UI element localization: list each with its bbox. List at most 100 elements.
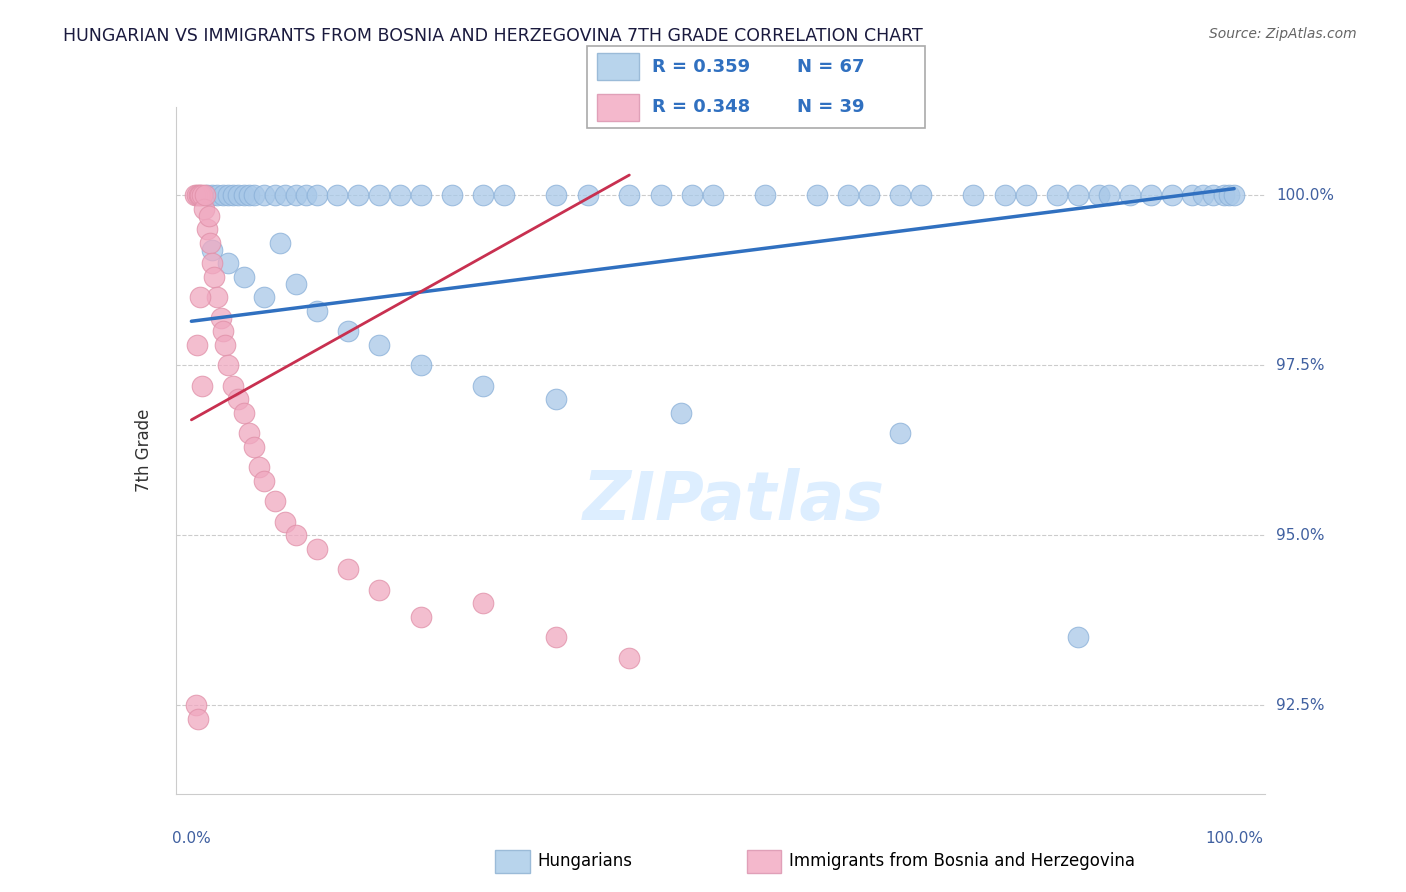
Text: 100.0%: 100.0% xyxy=(1275,188,1334,203)
Point xyxy=(195,222,218,236)
Text: 95.0%: 95.0% xyxy=(1275,528,1324,543)
Point xyxy=(1046,188,1069,202)
Point xyxy=(211,188,233,202)
Point xyxy=(232,406,254,420)
Point xyxy=(1014,188,1036,202)
Point xyxy=(183,188,205,202)
Point xyxy=(198,209,221,223)
Point xyxy=(576,188,599,202)
Point xyxy=(243,440,266,454)
Point xyxy=(214,338,236,352)
Point xyxy=(201,188,224,202)
Text: 100.0%: 100.0% xyxy=(1205,831,1263,847)
Point xyxy=(274,515,297,529)
Point xyxy=(211,325,233,339)
Point xyxy=(754,188,776,202)
Point xyxy=(193,202,215,216)
Point xyxy=(263,188,285,202)
Point xyxy=(263,494,285,508)
Point xyxy=(232,270,254,285)
Point xyxy=(217,188,239,202)
Point xyxy=(226,392,249,407)
Point xyxy=(368,338,391,352)
Point xyxy=(650,188,672,202)
Text: 97.5%: 97.5% xyxy=(1275,358,1324,373)
Point xyxy=(472,379,495,393)
Point xyxy=(201,256,224,270)
Point xyxy=(305,188,328,202)
Text: R = 0.359: R = 0.359 xyxy=(652,58,751,76)
Point xyxy=(247,460,270,475)
Point xyxy=(253,290,276,304)
Point xyxy=(207,290,229,304)
Point xyxy=(202,270,225,285)
Point xyxy=(494,188,516,202)
Point xyxy=(336,562,359,576)
Point xyxy=(305,304,328,318)
Point xyxy=(837,188,859,202)
Point xyxy=(232,188,254,202)
Point xyxy=(409,359,432,373)
Point xyxy=(1160,188,1182,202)
Point xyxy=(222,188,245,202)
Text: Source: ZipAtlas.com: Source: ZipAtlas.com xyxy=(1209,27,1357,41)
Point xyxy=(1139,188,1161,202)
Point xyxy=(910,188,932,202)
Point xyxy=(441,188,464,202)
Text: ZIPatlas: ZIPatlas xyxy=(582,468,884,534)
Text: N = 39: N = 39 xyxy=(797,98,865,116)
Point xyxy=(858,188,880,202)
Point xyxy=(702,188,724,202)
Point xyxy=(1192,188,1215,202)
Point xyxy=(1098,188,1121,202)
Point xyxy=(1218,188,1240,202)
Point xyxy=(994,188,1017,202)
Text: HUNGARIAN VS IMMIGRANTS FROM BOSNIA AND HERZEGOVINA 7TH GRADE CORRELATION CHART: HUNGARIAN VS IMMIGRANTS FROM BOSNIA AND … xyxy=(63,27,922,45)
Point xyxy=(194,188,217,202)
Point xyxy=(1067,188,1090,202)
Point xyxy=(1202,188,1225,202)
Point xyxy=(368,582,391,597)
Point xyxy=(238,188,260,202)
Point xyxy=(269,235,291,250)
Point xyxy=(209,310,232,325)
Point xyxy=(368,188,391,202)
Point xyxy=(243,188,266,202)
Text: 0.0%: 0.0% xyxy=(172,831,211,847)
Point xyxy=(217,256,239,270)
Point xyxy=(274,188,297,202)
Point xyxy=(347,188,370,202)
Point xyxy=(187,712,209,726)
Point xyxy=(336,325,359,339)
Point xyxy=(186,338,208,352)
Point xyxy=(284,277,307,291)
Point xyxy=(188,290,211,304)
Point xyxy=(195,188,218,202)
Point xyxy=(671,406,693,420)
Bar xyxy=(495,850,530,873)
Point xyxy=(409,610,432,624)
Point xyxy=(326,188,349,202)
Point xyxy=(222,379,245,393)
Point xyxy=(295,188,318,202)
Bar xyxy=(747,850,782,873)
Point xyxy=(1212,188,1234,202)
Point xyxy=(472,188,495,202)
Point xyxy=(186,188,208,202)
FancyBboxPatch shape xyxy=(586,46,925,128)
Point xyxy=(201,243,224,257)
Text: Hungarians: Hungarians xyxy=(538,852,633,870)
Point xyxy=(1119,188,1142,202)
Point xyxy=(1181,188,1204,202)
Point xyxy=(1223,188,1246,202)
Point xyxy=(619,651,641,665)
Point xyxy=(238,426,260,441)
Point xyxy=(305,542,328,557)
Point xyxy=(472,597,495,611)
Point xyxy=(184,698,207,713)
Point xyxy=(198,235,221,250)
Point xyxy=(188,188,211,202)
Point xyxy=(681,188,703,202)
Point xyxy=(546,392,568,407)
Point xyxy=(191,188,214,202)
